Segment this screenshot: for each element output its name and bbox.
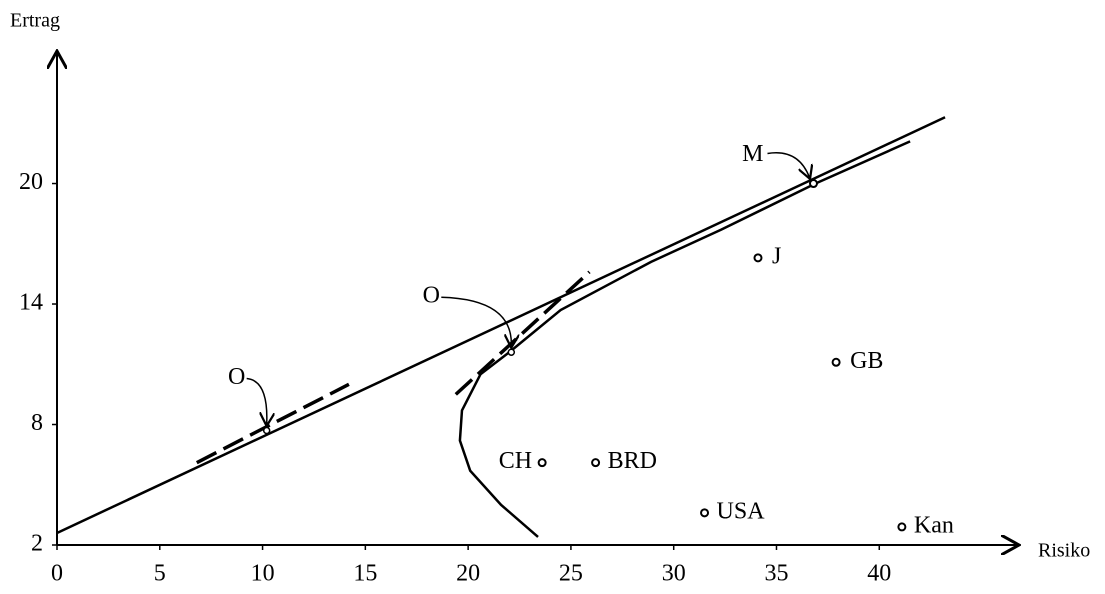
point-label: GB (850, 348, 883, 374)
curve (56, 116, 946, 535)
point-label: CH (499, 448, 532, 474)
y-tick-label: 8 (31, 410, 43, 436)
x-tick-label: 25 (559, 561, 583, 587)
x-tick-label: 30 (662, 561, 686, 587)
tangent-label: O (423, 283, 440, 309)
x-tick-label: 35 (764, 561, 788, 587)
x-axis-title: Risiko (1038, 540, 1090, 562)
x-tick-label: 10 (251, 561, 275, 587)
point (591, 458, 601, 468)
x-tick-label: 20 (456, 561, 480, 587)
point (700, 508, 710, 518)
tangent-point (262, 426, 271, 435)
tangent-line (195, 382, 350, 465)
y-axis-title: Ertrag (10, 10, 60, 32)
tangent-line (454, 270, 591, 396)
point-label: BRD (608, 448, 657, 474)
point (897, 522, 907, 532)
point (808, 179, 818, 189)
label-arrow (767, 152, 809, 178)
x-tick-label: 5 (154, 561, 166, 587)
x-tick-label: 15 (353, 561, 377, 587)
point-label: USA (717, 498, 766, 524)
tangent-label: O (228, 364, 245, 390)
point (537, 458, 547, 468)
y-tick-label: 14 (19, 290, 43, 316)
label-arrow (441, 296, 511, 346)
point-label: J (772, 243, 781, 269)
x-tick-label: 0 (51, 561, 63, 587)
x-tick-label: 40 (867, 561, 891, 587)
point-label: M (742, 141, 763, 167)
y-tick-label: 20 (19, 169, 43, 195)
tangent-point (507, 348, 516, 356)
curve (458, 140, 911, 538)
y-tick-label: 2 (31, 531, 43, 557)
point (831, 357, 841, 367)
label-arrow (246, 377, 267, 425)
point-label: Kan (914, 512, 954, 538)
point (753, 253, 763, 263)
